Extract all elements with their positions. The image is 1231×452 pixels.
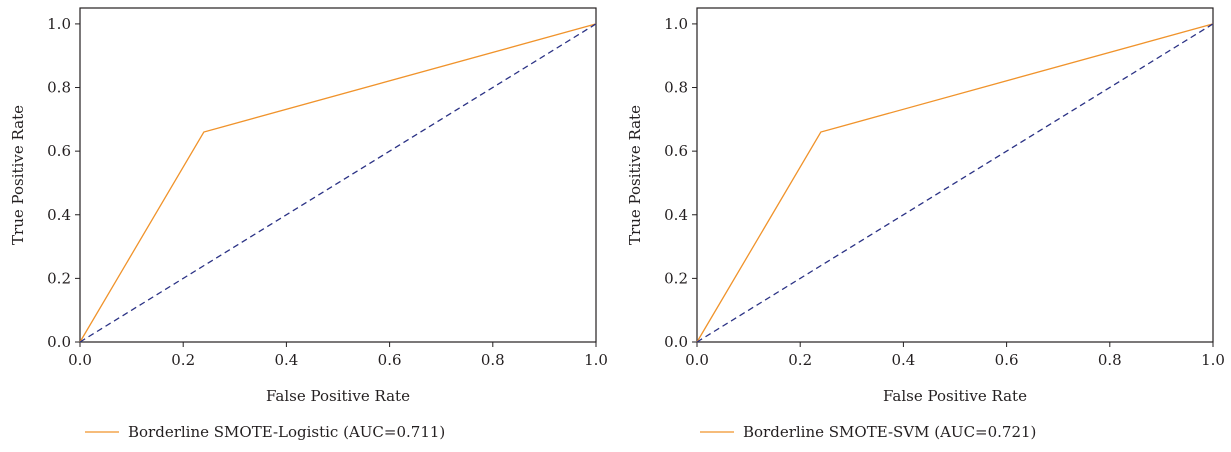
y-axis-label: True Positive Rate	[626, 105, 644, 245]
x-tick-label: 0.0	[68, 351, 92, 369]
y-tick-label: 0.0	[47, 333, 71, 351]
y-tick-label: 0.8	[47, 79, 71, 97]
y-tick-label: 0.6	[47, 142, 71, 160]
chance-diagonal-line	[79, 23, 597, 343]
chance-diagonal-line	[696, 23, 1214, 343]
x-tick-label: 0.6	[378, 351, 402, 369]
x-tick-label: 0.4	[274, 351, 298, 369]
x-tick-label: 0.2	[788, 351, 812, 369]
y-tick-label: 0.2	[47, 269, 71, 287]
y-tick-label: 1.0	[664, 15, 688, 33]
plot-frame	[696, 7, 1214, 343]
x-tick-label: 0.2	[171, 351, 195, 369]
x-tick-label: 1.0	[1201, 351, 1225, 369]
x-tick-label: 0.8	[1098, 351, 1122, 369]
roc-curve-line	[79, 23, 597, 343]
y-tick-label: 0.8	[664, 79, 688, 97]
legend-label: Borderline SMOTE-Logistic (AUC=0.711)	[128, 423, 445, 441]
y-tick-label: 1.0	[47, 15, 71, 33]
chart-1: 0.0 0.2 0.4 0.6 0.8 1.0 0.0 0.2 0.4 0.6 0.8 1.0 Fals…	[9, 7, 608, 441]
x-tick-label: 0.6	[995, 351, 1019, 369]
roc-curve-line	[696, 23, 1214, 343]
y-tick-label: 0.0	[664, 333, 688, 351]
chart-2: 0.0 0.2 0.4 0.6 0.8 1.0 0.0 0.2 0.4 0.6 0.8 1.0 Fals…	[626, 7, 1225, 441]
y-tick-label: 0.4	[47, 206, 71, 224]
legend-label: Borderline SMOTE-SVM (AUC=0.721)	[743, 423, 1036, 441]
y-tick-label: 0.4	[664, 206, 688, 224]
x-tick-label: 0.0	[685, 351, 709, 369]
x-axis-label: False Positive Rate	[883, 387, 1027, 405]
x-tick-label: 1.0	[584, 351, 608, 369]
x-tick-label: 0.8	[481, 351, 505, 369]
y-tick-label: 0.6	[664, 142, 688, 160]
x-tick-label: 0.4	[891, 351, 915, 369]
plot-frame	[79, 7, 597, 343]
y-tick-label: 0.2	[664, 269, 688, 287]
y-axis-label: True Positive Rate	[9, 105, 27, 245]
x-axis-label: False Positive Rate	[266, 387, 410, 405]
